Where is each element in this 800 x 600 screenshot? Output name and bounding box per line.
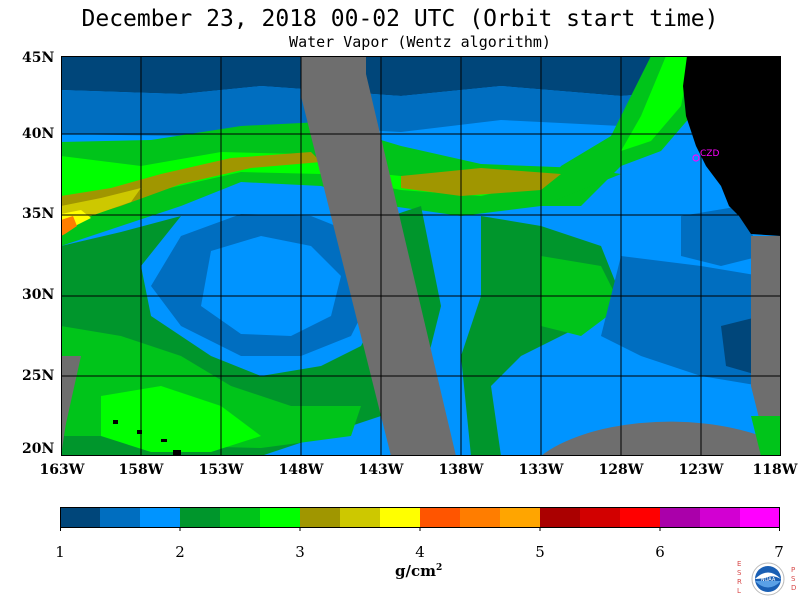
station-label: CZD (700, 149, 719, 159)
lat-label-45n: 45N (22, 50, 55, 66)
lon-label-153w: 153W (198, 462, 244, 478)
island-kauai (113, 420, 118, 424)
lon-label-148w: 148W (278, 462, 324, 478)
colorbar-swatch (700, 507, 741, 527)
island-hawaii (173, 450, 181, 456)
colorbar-swatch (420, 507, 461, 527)
colorbar-tick-3: 3 (295, 543, 305, 561)
island-maui (161, 439, 167, 442)
lon-label-163w: 163W (39, 462, 85, 478)
colorbar-swatch (500, 507, 541, 527)
map-title: December 23, 2018 00-02 UTC (Orbit start… (81, 6, 719, 32)
lat-label-25n: 25N (22, 368, 55, 384)
dry-eddy-central-inner (201, 236, 341, 336)
lon-label-128w: 128W (598, 462, 644, 478)
lon-label-123w: 123W (678, 462, 724, 478)
station-marker (692, 154, 700, 162)
lon-label-158w: 158W (118, 462, 164, 478)
no-data-swath-west-2 (61, 356, 76, 456)
noaa-logo: NOAA (751, 562, 785, 596)
colorbar-tick-1: 1 (55, 543, 65, 561)
moist-band-northeast-core (621, 56, 691, 151)
colorbar-swatch (260, 507, 301, 527)
colorbar-units: g/cm2 (395, 562, 443, 580)
colorbar-tick-4: 4 (415, 543, 425, 561)
colorbar-swatch (460, 507, 501, 527)
colorbar-tick-7: 7 (774, 543, 784, 561)
lat-label-35n: 35N (22, 206, 55, 222)
colorbar-swatch (180, 507, 221, 527)
colorbar-ticks (60, 527, 780, 531)
graticule (61, 56, 781, 456)
no-data-swath-east (751, 236, 781, 426)
colorbar-swatch (300, 507, 341, 527)
low-vapor-region-north (61, 56, 781, 96)
no-data-swath-south (541, 421, 761, 456)
moist-peak-orange (61, 216, 77, 236)
lon-label-138w: 138W (438, 462, 484, 478)
lon-label-133w: 133W (518, 462, 564, 478)
colorbar-swatch (220, 507, 261, 527)
moist-band-olive-east (401, 168, 561, 196)
colorbar-tick-2: 2 (175, 543, 185, 561)
colorbar-swatch (580, 507, 621, 527)
lat-label-20n: 20N (22, 441, 55, 457)
colorbar-tick-5: 5 (535, 543, 545, 561)
logo-bird-icon (755, 572, 781, 579)
colorbar-swatch (140, 507, 181, 527)
lat-label-30n: 30N (22, 287, 55, 303)
water-vapor-map: CZD (61, 56, 781, 456)
moist-band-central-core (61, 152, 531, 216)
logo-wave (755, 581, 781, 588)
island-oahu (137, 430, 142, 434)
no-data-swath-center (301, 56, 456, 456)
colorbar-swatch (540, 507, 581, 527)
lon-label-143w: 143W (358, 462, 404, 478)
moist-corner-southeast (751, 416, 781, 456)
colorbar-swatches (60, 507, 780, 527)
colorbar (60, 507, 780, 531)
colorbar-swatch (380, 507, 421, 527)
map-subtitle: Water Vapor (Wentz algorithm) (289, 33, 551, 51)
lon-label-118w: 118W (752, 462, 798, 478)
colorbar-swatch (340, 507, 381, 527)
colorbar-swatch (740, 507, 780, 527)
land-california (683, 56, 781, 236)
lat-label-40n: 40N (22, 126, 55, 142)
moist-band-olive (61, 152, 321, 224)
colorbar-swatch (620, 507, 661, 527)
logo-name: NOAA (761, 577, 776, 583)
colorbar-swatch (660, 507, 701, 527)
colorbar-tick-6: 6 (655, 543, 665, 561)
colorbar-swatch (60, 507, 101, 527)
colorbar-swatch (100, 507, 141, 527)
